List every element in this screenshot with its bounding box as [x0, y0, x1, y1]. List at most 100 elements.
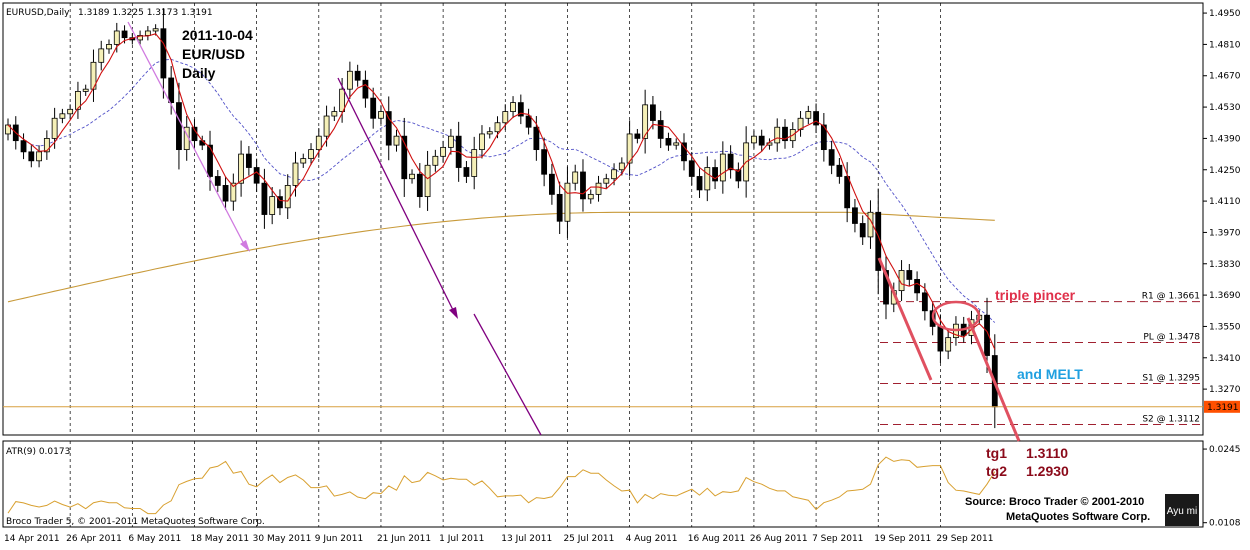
candle-down — [984, 314, 990, 356]
candle-down — [160, 28, 167, 79]
candle-up — [59, 113, 66, 119]
candle-up — [238, 153, 245, 184]
candle-down — [370, 97, 377, 119]
purple-arrow — [337, 77, 456, 315]
date-label: 26 Apr 2011 — [66, 534, 122, 544]
candle-up — [393, 135, 400, 146]
candle-down — [665, 138, 672, 146]
candle-up — [339, 88, 346, 112]
candle-down — [416, 173, 423, 198]
candle-up — [494, 122, 501, 133]
atr-line — [7, 456, 996, 515]
date-label: 25 Jul 2011 — [563, 534, 614, 544]
ohlc-header: 1.3189 1.3225 1.3173 1.3191 — [78, 8, 213, 18]
ma-slow-path — [7, 58, 996, 323]
candle-down — [549, 173, 555, 195]
date-label: 26 Aug 2011 — [750, 534, 808, 544]
candle-up — [409, 173, 415, 180]
ayumi-logo: Ayu mi — [1165, 494, 1199, 526]
candle-down — [735, 169, 742, 182]
candle-up — [269, 196, 276, 215]
pivot-label: S2 @ 1.3112 — [1142, 414, 1200, 424]
candle-up — [945, 337, 952, 352]
date-label: 18 May 2011 — [190, 534, 249, 544]
candle-down — [836, 164, 843, 177]
atr-path — [7, 456, 996, 515]
candle-down — [385, 111, 392, 146]
candle-down — [533, 126, 540, 151]
candle-down — [634, 133, 641, 139]
candle-up — [751, 135, 757, 144]
candle-down — [541, 149, 548, 175]
atr-tick-label: 0.0108 — [1209, 519, 1241, 529]
candle-up — [774, 126, 781, 144]
price-tick-label: 1.4390 — [1209, 134, 1241, 144]
pivot-lines: R1 @ 1.3661 PL @ 1.3478 S1 @ 1.3295 S2 @ 1.… — [880, 292, 1203, 425]
candle-up — [611, 169, 617, 180]
candle-down — [906, 270, 913, 280]
symbol-header: EURUSD,Daily — [6, 8, 70, 18]
candle-up — [323, 115, 330, 137]
candle-down — [782, 126, 788, 142]
candle-up — [510, 102, 516, 112]
candle-up — [292, 162, 299, 186]
candle-up — [704, 167, 711, 191]
candle-down — [914, 279, 920, 294]
melt-line — [966, 317, 1021, 442]
candle-up — [486, 131, 493, 135]
candle-down — [813, 111, 819, 126]
title-period: Daily — [182, 65, 216, 81]
tg1-value: 1.3110 — [1026, 445, 1068, 461]
candle-up — [595, 182, 602, 195]
date-label: 1 Jul 2011 — [439, 534, 484, 544]
tg1-label: tg1 — [986, 445, 1007, 461]
title-date: 2011-10-04 — [182, 27, 253, 43]
candle-up — [106, 44, 112, 50]
candle-down — [883, 270, 889, 305]
candle-up — [898, 270, 905, 292]
violet-arrow — [127, 21, 247, 249]
violet-arrowhead — [240, 240, 250, 252]
date-label: 16 Aug 2011 — [688, 534, 746, 544]
pivot-label: R1 @ 1.3661 — [1142, 292, 1200, 302]
candle-up — [719, 153, 726, 182]
candle-up — [331, 111, 338, 117]
price-tick-label: 1.4670 — [1209, 72, 1241, 82]
candle-up — [75, 91, 81, 110]
candle-up — [284, 185, 291, 209]
price-tick-label: 1.3410 — [1209, 354, 1241, 364]
candle-down — [401, 135, 408, 180]
price-tick-label: 1.3830 — [1209, 260, 1241, 270]
candle-up — [43, 138, 50, 153]
candle-up — [564, 182, 571, 222]
purple-arrowhead — [449, 307, 458, 319]
candle-down — [859, 223, 866, 238]
candle-up — [67, 108, 74, 115]
candle-down — [222, 185, 229, 202]
vertical-gridlines — [69, 3, 941, 527]
triple-pincer-label: triple pincer — [995, 287, 1076, 303]
candle-down — [253, 167, 260, 184]
candle-up — [346, 70, 353, 90]
candle-down — [121, 30, 128, 39]
candle-up — [471, 149, 478, 177]
date-label: 7 Sep 2011 — [812, 534, 863, 544]
ma-fast-path — [7, 33, 996, 350]
candle-up — [447, 135, 454, 148]
date-label: 9 Jun 2011 — [315, 534, 363, 544]
candle-down — [362, 79, 369, 99]
pincer-circle — [931, 300, 981, 332]
candle-up — [805, 111, 812, 119]
price-tick-label: 1.4250 — [1209, 166, 1241, 176]
candle-up — [5, 124, 11, 135]
candle-down — [852, 207, 858, 224]
source-line1: Source: Broco Trader © 2001-2010 — [965, 496, 1144, 508]
candles — [5, 8, 998, 429]
candle-up — [308, 149, 314, 159]
candle-down — [820, 124, 827, 151]
candle-up — [642, 104, 649, 139]
date-label: 21 Jun 2011 — [377, 534, 431, 544]
candle-down — [214, 176, 221, 186]
candle-down — [556, 193, 563, 222]
candle-down — [937, 326, 944, 352]
